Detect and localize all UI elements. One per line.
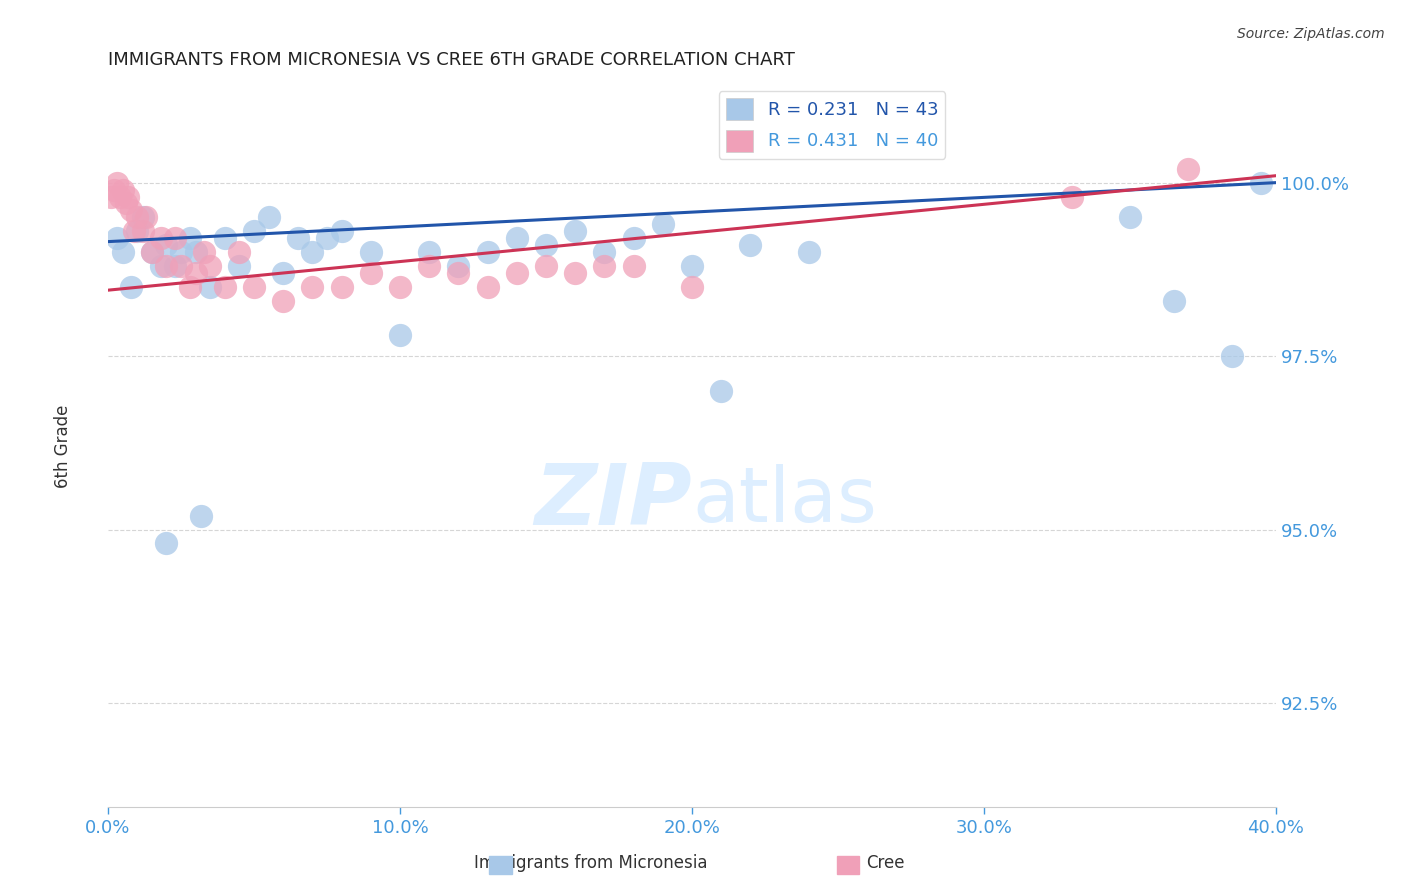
Point — [506, 231, 529, 245]
Text: atlas: atlas — [692, 464, 877, 538]
Point — [165, 259, 187, 273]
Point — [120, 203, 142, 218]
Point — [198, 259, 221, 273]
Point — [447, 266, 470, 280]
Point — [141, 245, 163, 260]
Point — [623, 259, 645, 273]
Point — [165, 231, 187, 245]
Legend: R = 0.231   N = 43, R = 0.431   N = 40: R = 0.231 N = 43, R = 0.431 N = 40 — [718, 91, 945, 159]
Point — [477, 245, 499, 260]
Point — [198, 279, 221, 293]
Point — [132, 211, 155, 225]
Point — [418, 259, 440, 273]
Point — [105, 176, 128, 190]
Point — [330, 279, 353, 293]
Point — [534, 259, 557, 273]
Point — [111, 183, 134, 197]
Point — [190, 508, 212, 523]
Point — [155, 238, 177, 252]
Text: Source: ZipAtlas.com: Source: ZipAtlas.com — [1237, 27, 1385, 41]
Point — [360, 266, 382, 280]
Point — [214, 279, 236, 293]
Point — [114, 196, 136, 211]
Point — [287, 231, 309, 245]
Point — [170, 259, 193, 273]
Point — [184, 266, 207, 280]
Text: ZIP: ZIP — [534, 459, 692, 542]
Point — [564, 266, 586, 280]
Point — [179, 231, 201, 245]
Point — [301, 279, 323, 293]
Point — [477, 279, 499, 293]
Point — [388, 279, 411, 293]
Point — [1060, 189, 1083, 203]
Point — [105, 231, 128, 245]
Point — [1250, 176, 1272, 190]
Point — [170, 245, 193, 260]
Point — [797, 245, 820, 260]
Point — [117, 189, 139, 203]
Point — [149, 259, 172, 273]
Point — [534, 238, 557, 252]
Point — [184, 245, 207, 260]
Point — [593, 259, 616, 273]
Point — [127, 224, 149, 238]
Point — [243, 224, 266, 238]
Point — [149, 231, 172, 245]
Point — [155, 536, 177, 550]
Point — [710, 384, 733, 398]
Point — [1163, 293, 1185, 308]
Point — [271, 293, 294, 308]
Point — [271, 266, 294, 280]
Point — [1177, 161, 1199, 176]
Text: IMMIGRANTS FROM MICRONESIA VS CREE 6TH GRADE CORRELATION CHART: IMMIGRANTS FROM MICRONESIA VS CREE 6TH G… — [108, 51, 794, 69]
Point — [132, 224, 155, 238]
Point — [330, 224, 353, 238]
Point — [122, 224, 145, 238]
Text: 6th Grade: 6th Grade — [55, 404, 72, 488]
Point — [1220, 349, 1243, 363]
Point — [506, 266, 529, 280]
Point — [127, 211, 149, 225]
Point — [193, 245, 215, 260]
Point — [564, 224, 586, 238]
Text: Immigrants from Micronesia: Immigrants from Micronesia — [474, 855, 707, 872]
Point — [103, 183, 125, 197]
Point — [257, 211, 280, 225]
Point — [447, 259, 470, 273]
Point — [141, 245, 163, 260]
Point — [214, 231, 236, 245]
Point — [179, 279, 201, 293]
Text: Cree: Cree — [866, 855, 905, 872]
Point — [228, 259, 250, 273]
Point — [681, 259, 703, 273]
Point — [593, 245, 616, 260]
Point — [135, 211, 157, 225]
Point — [301, 245, 323, 260]
Point — [108, 189, 131, 203]
Point — [651, 217, 673, 231]
Point — [120, 279, 142, 293]
Point — [1119, 211, 1142, 225]
Point — [316, 231, 339, 245]
Point — [740, 238, 762, 252]
Point — [100, 189, 122, 203]
Point — [623, 231, 645, 245]
Point — [155, 259, 177, 273]
Point — [388, 328, 411, 343]
Point — [681, 279, 703, 293]
Point — [360, 245, 382, 260]
Point — [228, 245, 250, 260]
Point — [418, 245, 440, 260]
Point — [111, 245, 134, 260]
Point — [243, 279, 266, 293]
